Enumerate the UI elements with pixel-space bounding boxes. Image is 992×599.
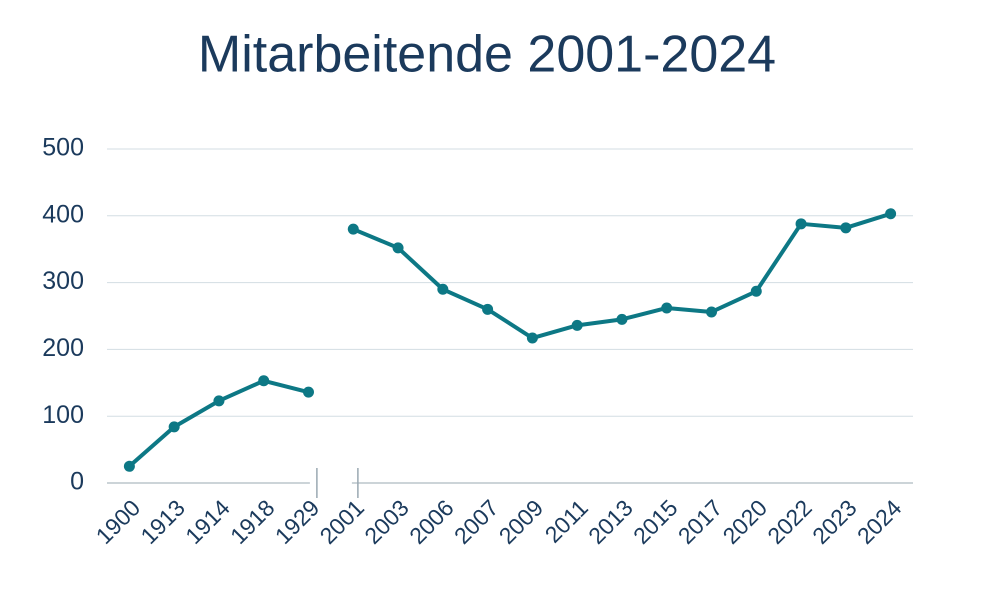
point [706, 306, 717, 318]
point [392, 242, 404, 254]
y-tick-label: 300 [42, 267, 84, 295]
point [437, 283, 449, 295]
x-tick-label: 2024 [852, 494, 907, 549]
x-tick-label: 2001 [315, 494, 370, 549]
x-tick-label: 2011 [540, 494, 593, 547]
point [168, 421, 180, 433]
x-tick-label: 2009 [494, 494, 549, 549]
x-tick-label: 2015 [628, 494, 683, 549]
x-tick-label: 2020 [718, 494, 773, 549]
x-tick-label: 1914 [180, 494, 235, 549]
y-tick-label: 400 [42, 200, 84, 228]
point [840, 222, 852, 234]
point [482, 303, 494, 315]
x-tick-label: 2006 [404, 494, 459, 549]
x-tick-label: 1900 [91, 494, 146, 549]
point [661, 302, 673, 314]
point [795, 218, 807, 230]
point [123, 460, 135, 472]
y-tick-label: 500 [42, 134, 84, 162]
x-tick-label: 2022 [762, 494, 817, 549]
x-tick-label: 2003 [359, 494, 414, 549]
x-tick-label: 1918 [225, 494, 280, 549]
x-tick-label: 2023 [807, 494, 862, 549]
x-tick-label: 1929 [270, 494, 325, 549]
point [258, 375, 270, 387]
x-tick-label: 2013 [583, 494, 638, 549]
y-tick-label: 100 [42, 401, 84, 429]
y-tick-label: 200 [42, 334, 84, 362]
point [213, 395, 225, 407]
chart-title: Mitarbeitende 2001-2024 [198, 26, 776, 84]
point [571, 319, 583, 331]
point [347, 223, 359, 235]
x-tick-label: 2017 [673, 494, 728, 549]
line [128, 378, 309, 468]
point [616, 313, 628, 325]
y-tick-label: 0 [70, 468, 84, 496]
point [303, 386, 314, 398]
point [750, 285, 762, 297]
x-tick-label: 1913 [135, 494, 190, 549]
x-tick-label: 2007 [449, 494, 504, 549]
point [526, 332, 538, 344]
point [885, 208, 897, 220]
